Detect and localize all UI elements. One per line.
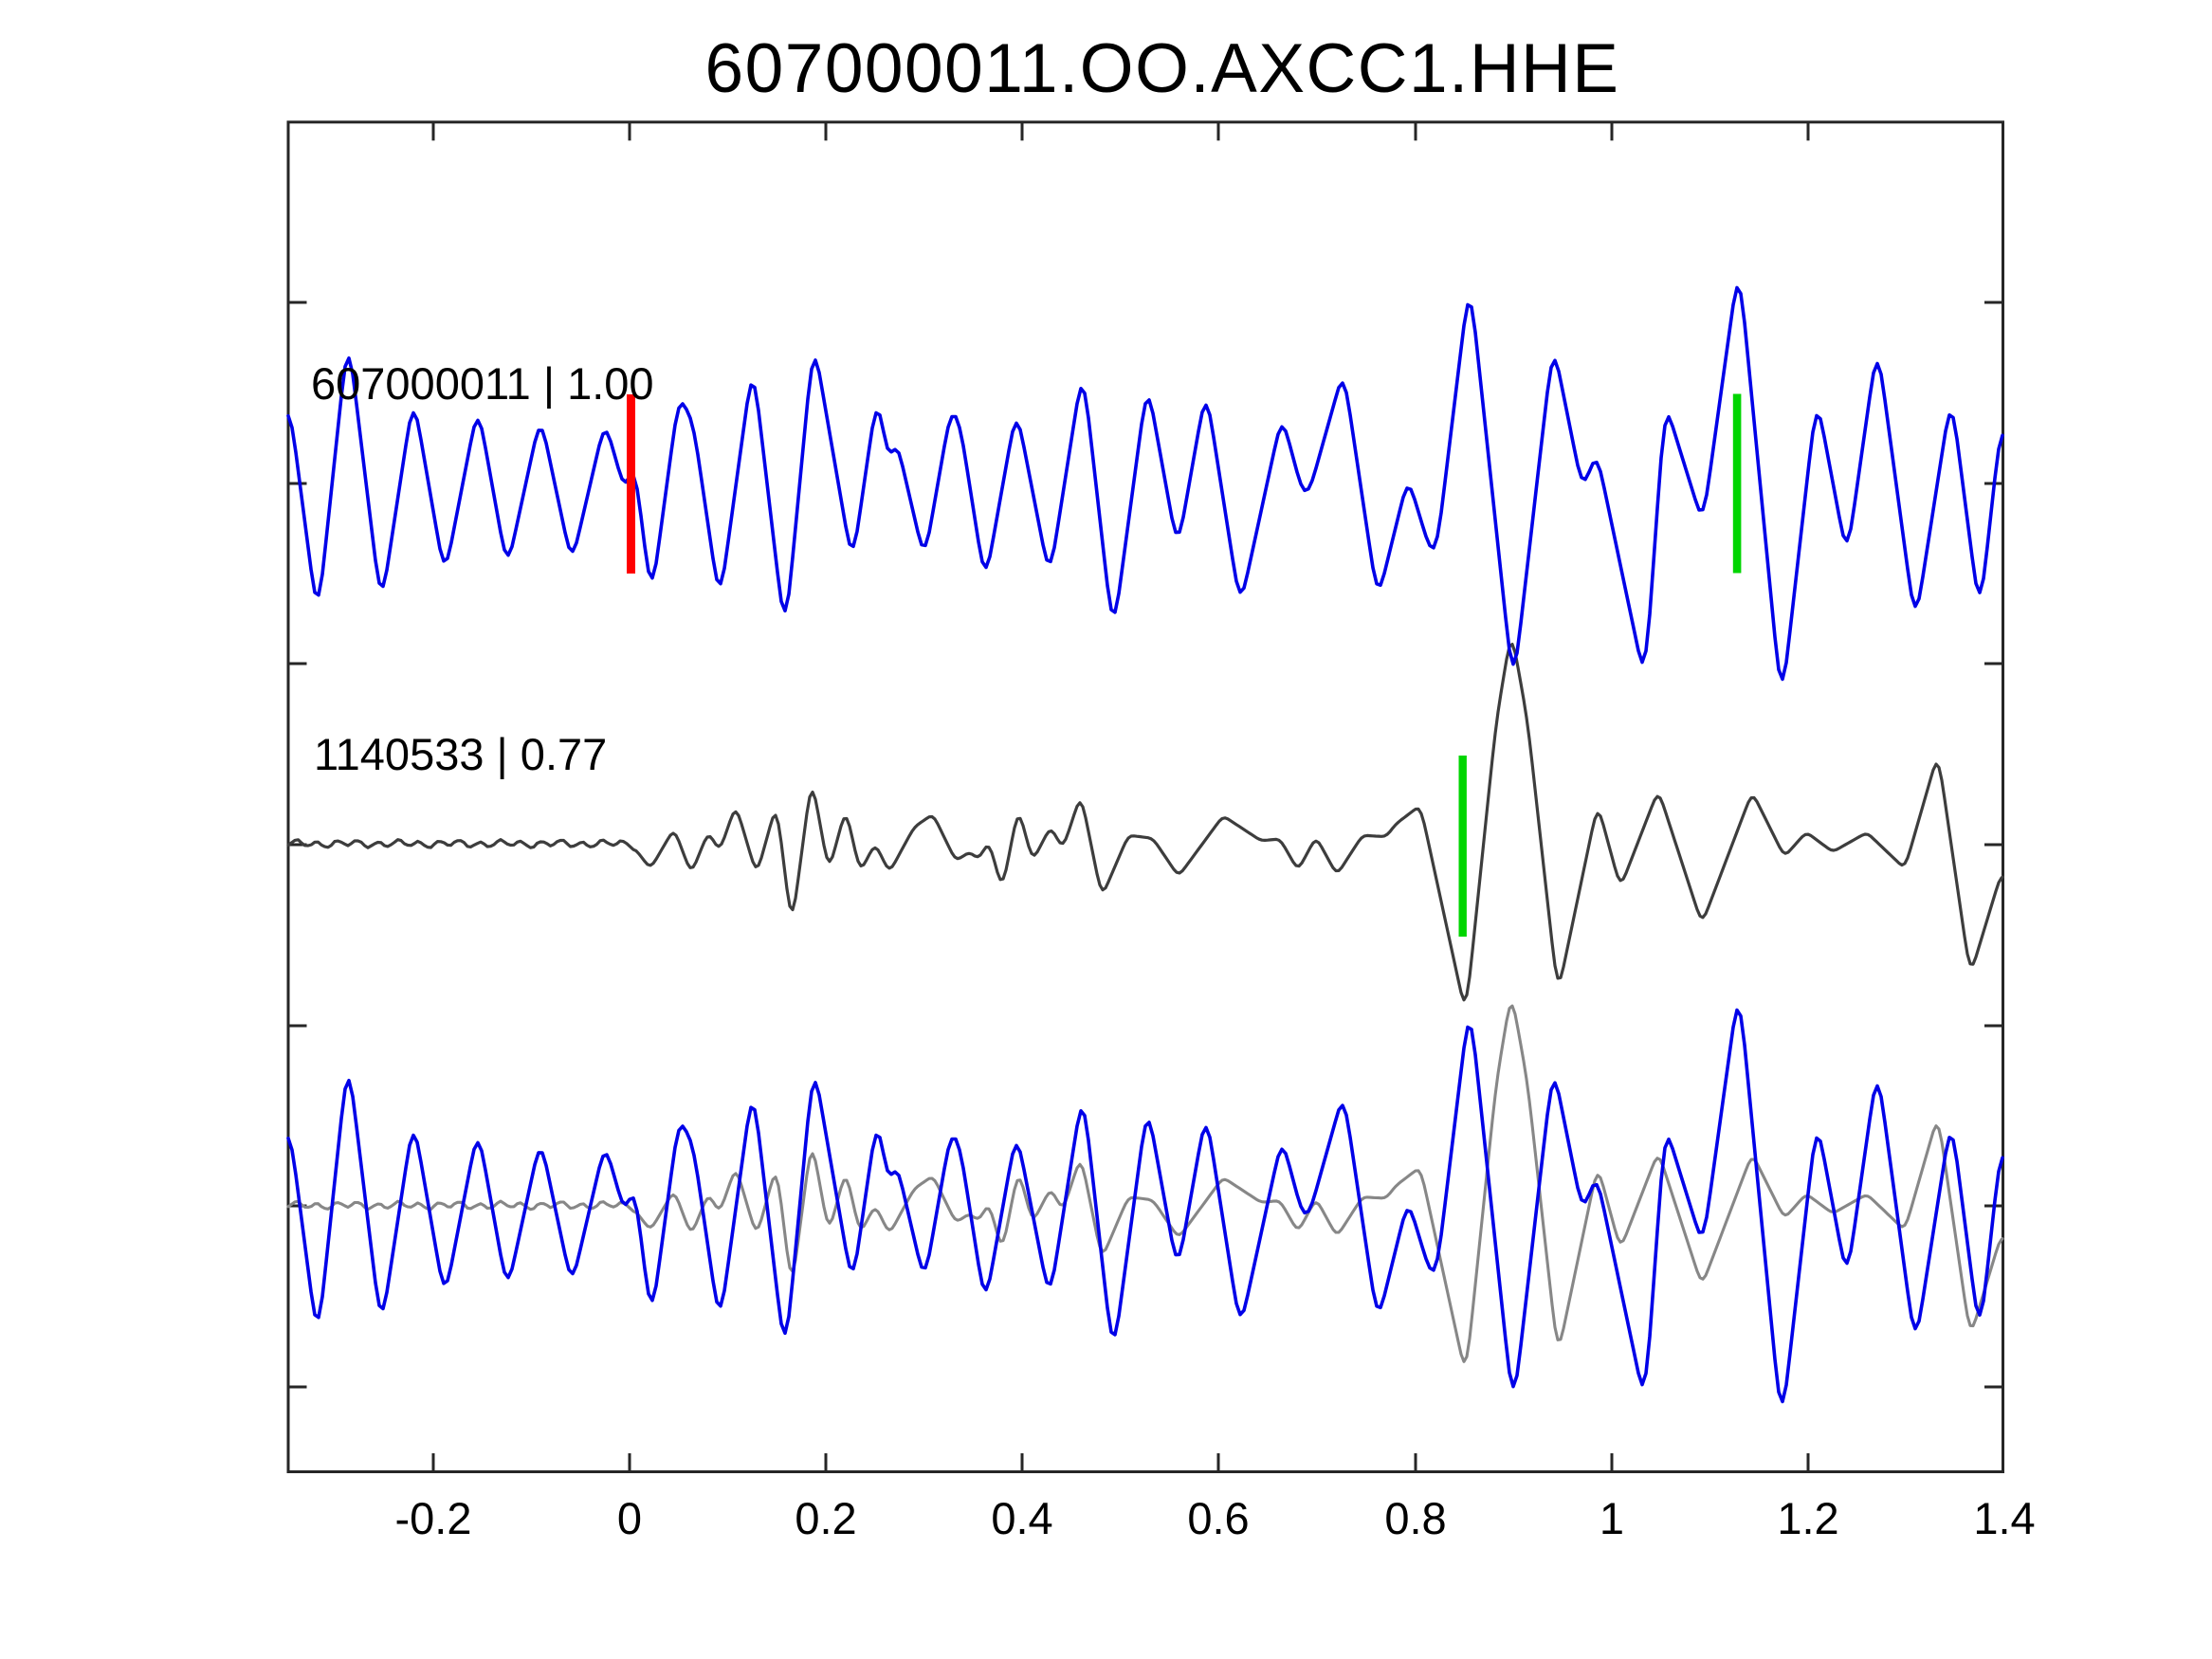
svg-text:0.6: 0.6 xyxy=(1187,1493,1249,1543)
svg-text:1140533 | 0.77: 1140533 | 0.77 xyxy=(314,729,607,779)
svg-text:0: 0 xyxy=(617,1493,642,1543)
svg-text:0.2: 0.2 xyxy=(795,1493,856,1543)
svg-text:1.2: 1.2 xyxy=(1777,1493,1838,1543)
svg-text:-0.2: -0.2 xyxy=(395,1493,472,1543)
svg-text:0.4: 0.4 xyxy=(991,1493,1052,1543)
svg-text:607000011.OO.AXCC1.HHE: 607000011.OO.AXCC1.HHE xyxy=(705,30,1620,107)
svg-text:1.4: 1.4 xyxy=(1973,1493,2035,1543)
svg-text:607000011 | 1.00: 607000011 | 1.00 xyxy=(311,358,654,409)
svg-text:1: 1 xyxy=(1600,1493,1624,1543)
svg-text:0.8: 0.8 xyxy=(1384,1493,1446,1543)
